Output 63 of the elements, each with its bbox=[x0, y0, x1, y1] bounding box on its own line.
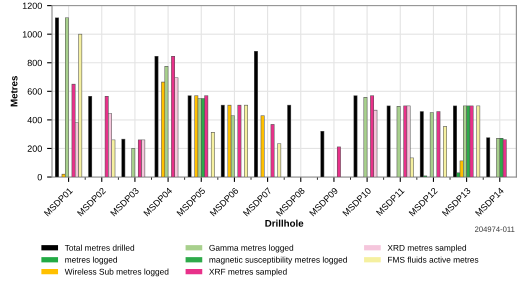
bar bbox=[370, 95, 374, 178]
bar bbox=[210, 132, 215, 178]
bar bbox=[228, 104, 232, 178]
y-tick-label: 600 bbox=[28, 88, 42, 95]
bar bbox=[470, 106, 474, 178]
legend-label: XRF metres sampled bbox=[209, 268, 287, 276]
legend-label: Wireless Sub metres logged bbox=[64, 268, 168, 276]
y-tick-label: 200 bbox=[28, 145, 42, 152]
bar bbox=[254, 51, 258, 178]
legend-label: Gamma metres logged bbox=[209, 244, 294, 252]
bar bbox=[237, 104, 242, 178]
y-tick-label: 0 bbox=[38, 174, 42, 180]
bar bbox=[260, 115, 265, 178]
bar bbox=[220, 104, 225, 178]
bar bbox=[320, 131, 324, 178]
bar bbox=[204, 95, 208, 178]
bar bbox=[164, 66, 168, 178]
bar bbox=[188, 95, 192, 178]
bar bbox=[430, 112, 434, 178]
bar bbox=[443, 126, 447, 178]
bar bbox=[270, 124, 275, 178]
bar bbox=[396, 106, 401, 178]
y-tick-label: 1200 bbox=[22, 2, 42, 9]
bar bbox=[486, 137, 490, 178]
bar bbox=[336, 146, 341, 178]
bar bbox=[88, 96, 92, 178]
bar bbox=[131, 148, 136, 178]
bar bbox=[406, 106, 410, 178]
legend-label: FMS fluids active metres bbox=[388, 256, 478, 263]
y-tick-label: 1000 bbox=[22, 31, 42, 38]
bar bbox=[496, 138, 500, 178]
bar bbox=[72, 84, 76, 178]
bar bbox=[200, 98, 205, 178]
bar bbox=[78, 34, 82, 178]
bar bbox=[277, 143, 282, 178]
bar bbox=[354, 95, 358, 178]
bar bbox=[463, 106, 467, 178]
bar bbox=[476, 106, 480, 178]
bar bbox=[502, 139, 507, 178]
bar bbox=[499, 138, 504, 178]
legend-label: Total metres drilled bbox=[64, 244, 134, 251]
y-axis-title: Metres bbox=[10, 76, 18, 106]
bar bbox=[436, 111, 440, 178]
y-tick-label: 800 bbox=[28, 60, 42, 66]
bar bbox=[154, 56, 158, 178]
bar bbox=[64, 17, 69, 178]
bar bbox=[386, 106, 391, 178]
y-tick-label: 400 bbox=[27, 116, 42, 124]
legend-label: magnetic susceptibility metres logged bbox=[209, 256, 347, 264]
x-axis-title: Drillhole bbox=[265, 220, 304, 227]
bar bbox=[141, 140, 146, 178]
bar bbox=[244, 104, 248, 178]
bar bbox=[121, 138, 126, 178]
legend-label: XRD metres sampled bbox=[388, 244, 466, 252]
bar bbox=[453, 106, 457, 178]
legend-label: metres logged bbox=[65, 256, 117, 264]
bar bbox=[171, 56, 176, 178]
bar bbox=[104, 96, 109, 178]
bar bbox=[364, 97, 368, 178]
bar bbox=[287, 104, 292, 178]
bar bbox=[198, 98, 202, 178]
bar bbox=[420, 111, 424, 178]
bar bbox=[55, 17, 59, 178]
